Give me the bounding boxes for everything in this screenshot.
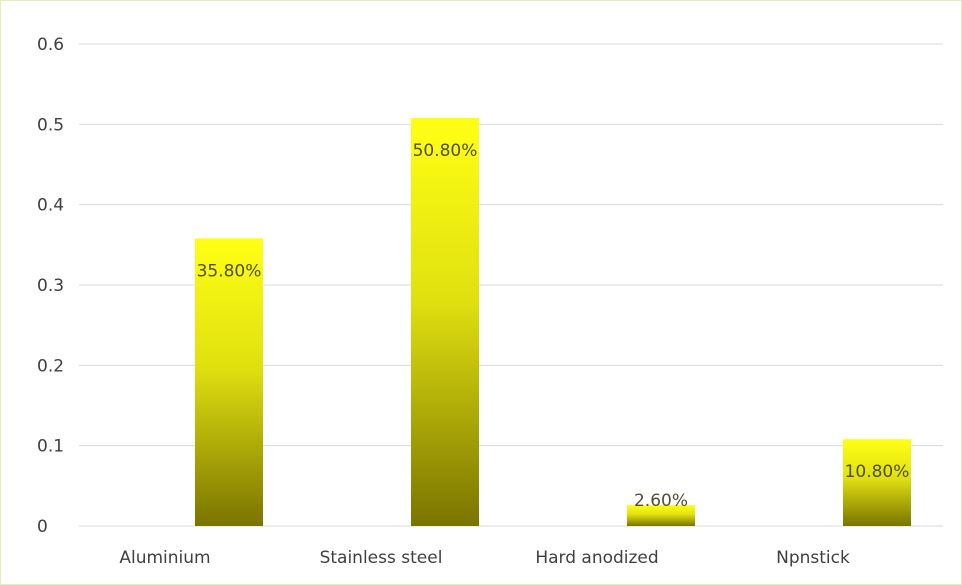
category-label: Hard anodized — [535, 548, 658, 568]
category-label: Aluminium — [119, 548, 210, 568]
category-label: Stainless steel — [320, 548, 443, 568]
y-tick-label: 0.4 — [37, 196, 64, 216]
bar — [843, 439, 911, 526]
category-label: Npnstick — [776, 548, 850, 568]
bar — [627, 505, 695, 526]
y-tick-label: 0.6 — [37, 35, 64, 55]
bar — [195, 238, 263, 526]
y-tick-label: 0.3 — [37, 276, 64, 296]
y-tick-label: 0.1 — [37, 437, 64, 457]
y-tick-label: 0.5 — [37, 115, 64, 135]
data-label: 2.60% — [634, 491, 688, 511]
bar — [411, 117, 479, 526]
y-tick-label: 0 — [37, 517, 48, 537]
data-label: 50.80% — [413, 141, 478, 161]
y-tick-label: 0.2 — [37, 356, 64, 376]
data-label: 35.80% — [197, 261, 262, 281]
data-label: 10.80% — [845, 462, 910, 482]
